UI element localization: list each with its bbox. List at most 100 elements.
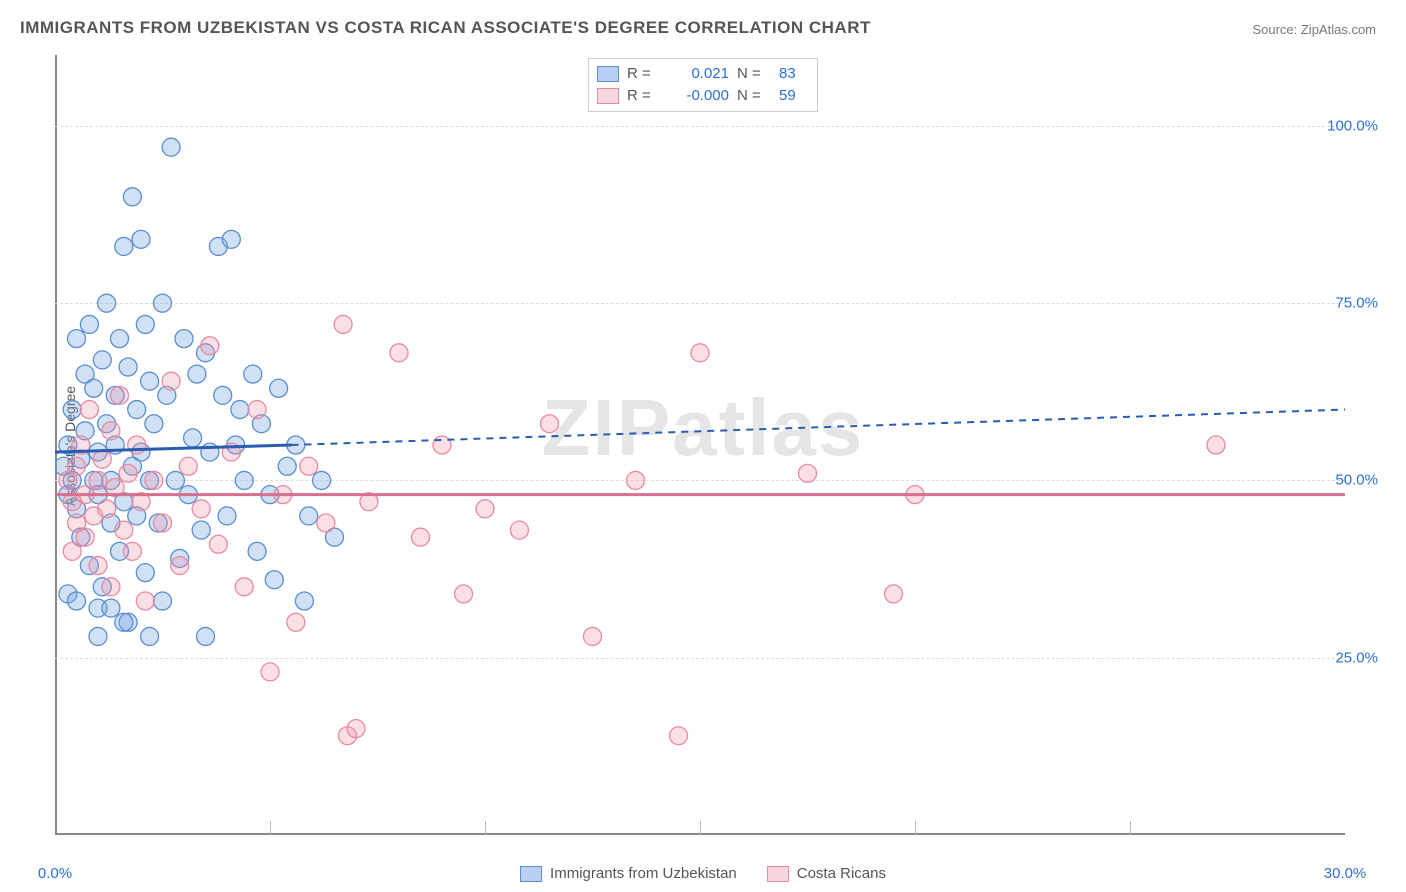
data-point [111,330,129,348]
r-value-pink: -0.000 [669,85,729,107]
data-point [1207,436,1225,454]
data-point [145,415,163,433]
data-point [541,415,559,433]
data-point [192,500,210,518]
data-point [76,528,94,546]
data-point [192,521,210,539]
r-label: R = [627,63,661,85]
data-point [691,344,709,362]
data-point [627,471,645,489]
data-point [334,315,352,333]
legend-label-pink: Costa Ricans [797,865,886,882]
legend-stats-row-pink: R = -0.000 N = 59 [597,85,809,107]
legend-label-blue: Immigrants from Uzbekistan [550,865,737,882]
data-point [412,528,430,546]
data-point [85,379,103,397]
data-point [300,457,318,475]
trendline-dashed [292,410,1346,445]
data-point [123,542,141,560]
legend-item-pink: Costa Ricans [767,865,886,882]
data-point [102,578,120,596]
legend-stats-row-blue: R = 0.021 N = 83 [597,63,809,85]
data-point [476,500,494,518]
data-point [214,386,232,404]
data-point [68,592,86,610]
data-point [162,372,180,390]
data-point [231,401,249,419]
swatch-blue-icon [520,866,542,882]
legend-stats: R = 0.021 N = 83 R = -0.000 N = 59 [588,58,818,112]
data-point [244,365,262,383]
legend-series: Immigrants from Uzbekistan Costa Ricans [514,865,892,882]
data-point [222,230,240,248]
data-point [455,585,473,603]
data-point [584,627,602,645]
n-label: N = [737,85,771,107]
data-point [154,592,172,610]
x-tick-label: 30.0% [1324,865,1367,882]
data-point [119,358,137,376]
data-point [89,627,107,645]
data-point [188,365,206,383]
data-point [235,578,253,596]
data-point [171,557,189,575]
data-point [799,464,817,482]
data-point [184,429,202,447]
swatch-pink-icon [767,866,789,882]
swatch-blue-icon [597,66,619,82]
data-point [201,337,219,355]
data-point [390,344,408,362]
data-point [115,613,133,631]
data-point [218,507,236,525]
data-point [102,422,120,440]
data-point [136,564,154,582]
swatch-pink-icon [597,88,619,104]
data-point [179,457,197,475]
data-point [235,471,253,489]
data-point [197,627,215,645]
data-point [270,379,288,397]
data-point [98,294,116,312]
x-tick-label: 0.0% [38,865,72,882]
data-point [111,386,129,404]
data-point [433,436,451,454]
data-point [261,663,279,681]
data-point [136,592,154,610]
data-point [510,521,528,539]
data-point [119,464,137,482]
chart-title: IMMIGRANTS FROM UZBEKISTAN VS COSTA RICA… [20,18,871,38]
data-point [248,542,266,560]
data-point [93,450,111,468]
data-point [166,471,184,489]
data-point [317,514,335,532]
data-point [80,315,98,333]
data-point [209,535,227,553]
data-point [347,720,365,738]
data-point [136,315,154,333]
data-point [300,507,318,525]
data-point [68,330,86,348]
data-point [80,401,98,419]
r-value-blue: 0.021 [669,63,729,85]
data-point [63,542,81,560]
data-point [141,627,159,645]
data-point [115,521,133,539]
legend-item-blue: Immigrants from Uzbekistan [520,865,737,882]
data-point [154,514,172,532]
data-point [89,557,107,575]
data-point [295,592,313,610]
scatter-chart [55,55,1345,835]
data-point [885,585,903,603]
data-point [89,471,107,489]
data-point [123,188,141,206]
n-label: N = [737,63,771,85]
n-value-pink: 59 [779,85,809,107]
data-point [670,727,688,745]
r-label: R = [627,85,661,107]
data-point [102,599,120,617]
data-point [162,138,180,156]
data-point [287,613,305,631]
data-point [265,571,283,589]
data-point [132,230,150,248]
data-point [115,237,133,255]
